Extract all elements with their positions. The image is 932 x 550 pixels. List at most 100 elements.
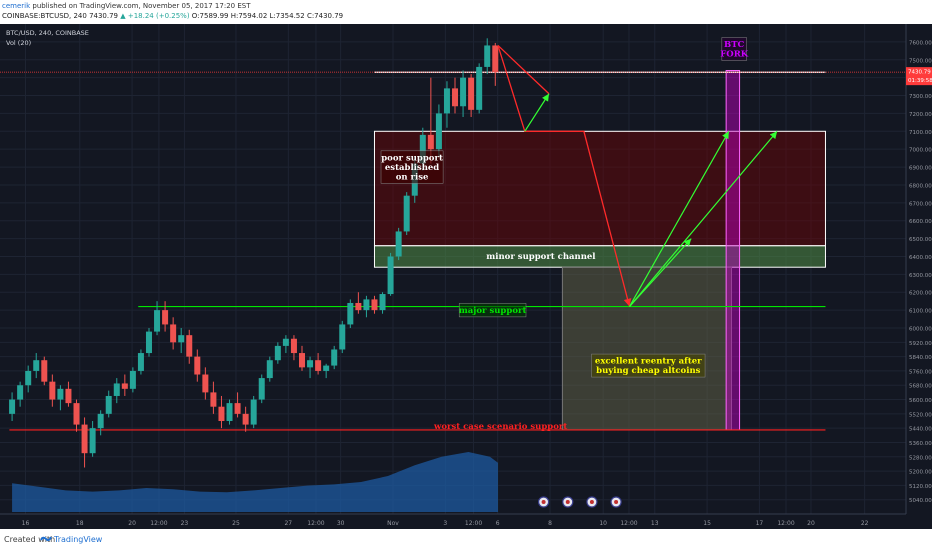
x-tick-label: 8 [548,520,552,527]
poor-support-label: on rise [396,172,429,182]
candle-body [129,370,136,389]
chart-title: BTC/USD, 240, COINBASE [6,29,89,37]
candle-body [121,383,128,389]
y-tick-label: 6000.00 [909,327,932,333]
y-tick-label: 7600.00 [909,40,932,46]
candle-body [331,349,338,366]
x-tick-label: 12:00 [307,520,324,527]
ohlc-text: O:7589.99 H:7594.02 L:7354.52 C:7430.79 [191,12,344,20]
reentry-label: buying cheap altcoins [596,366,700,376]
y-tick-label: 6100.00 [909,309,932,315]
candle-body [202,374,209,393]
candle-body [145,331,152,354]
poor-support-zone [373,130,826,247]
green-scenario-arrow [629,130,778,307]
candle-body [97,413,104,429]
y-tick-label: 5680.00 [909,384,932,390]
y-tick-label: 5040.00 [909,498,932,504]
candle-body [258,378,265,400]
x-tick-label: 12:00 [465,520,482,527]
poor-support-label: poor support [381,153,443,163]
candle-body [492,45,499,73]
candle-body [395,231,402,257]
x-tick-label: 12:00 [150,520,167,527]
candle-body [347,302,354,325]
candle-body [339,324,346,350]
btc-fork-label: FORK [720,50,749,60]
candle-body [49,381,56,400]
btc-fork-label-box [721,37,747,61]
candle-body [9,399,16,414]
y-tick-label: 6800.00 [909,183,932,189]
x-tick-label: 23 [181,520,189,527]
x-tick-label: 3 [443,520,447,527]
x-tick-label: 13 [651,520,659,527]
tradingview-logo-icon [40,536,52,542]
candle-body [234,403,241,414]
worst-case-label: worst case scenario support [433,422,567,432]
symbol-text: COINBASE:BTCUSD, 240 7430.79 [2,12,119,20]
volume-area [12,452,498,512]
candle-body [371,299,378,311]
candle-body [178,335,185,343]
y-tick-label: 5200.00 [909,470,932,476]
candle-body [419,134,426,164]
symbol-line: COINBASE:BTCUSD, 240 7430.79 ▲ +18.24 (+… [2,12,343,21]
btc-fork-label: BTC [724,40,745,50]
y-tick-label: 7300.00 [909,94,932,100]
candle-body [452,88,459,107]
y-tick-label: 7100.00 [909,130,932,136]
candle-body [307,360,314,368]
y-tick-label: 5840.00 [909,355,932,361]
candle-body [250,399,257,425]
x-tick-label: 6 [496,520,500,527]
poor-support-label: established [385,163,439,173]
candle-body [73,403,80,425]
event-icon-dot [565,500,570,504]
x-tick-label: 25 [232,520,240,527]
candle-body [274,345,281,361]
candle-body [25,370,32,386]
poor-support-label-box [380,150,444,184]
x-tick-label: 16 [22,520,30,527]
author-link[interactable]: cemerik [2,2,31,10]
btc-fork-zone [725,69,741,431]
candle-body [299,353,305,368]
candle-body [476,66,483,110]
red-scenario-path [497,45,632,307]
candle-body [266,360,273,379]
y-tick-label: 5440.00 [909,427,932,433]
major-support-label: major support [459,306,527,316]
footer: Created with TradingView [0,529,932,550]
x-tick-label: 20 [128,520,136,527]
candle-body [484,45,491,67]
major-support-label-box [458,303,527,318]
y-tick-label: 6400.00 [909,255,932,261]
publish-line: cemerik published on TradingView.com, No… [2,2,250,11]
minor-support-zone [373,245,826,268]
candle-body [435,113,442,150]
candle-body [81,424,88,454]
x-tick-label: 12:00 [620,520,637,527]
candle-body [113,383,120,396]
reentry-label-box [591,353,706,378]
y-tick-label: 5520.00 [909,412,932,418]
volume-label: Vol (20) [6,39,31,47]
green-scenario-arrow [524,93,550,132]
created-with-text: Created with [4,535,56,544]
candle-body [105,395,112,414]
x-tick-label: 10 [599,520,607,527]
event-icon-dot [589,500,594,504]
y-tick-label: 6900.00 [909,166,932,172]
candle-body [282,338,289,346]
x-tick-label: 30 [337,520,345,527]
candle-body [443,88,450,114]
x-tick-label: 12:00 [777,520,794,527]
candle-body [242,413,249,425]
tradingview-link[interactable]: TradingView [54,535,103,544]
y-tick-label: 6500.00 [909,237,932,243]
candle-body [162,310,169,325]
candle-body [323,365,330,371]
candle-body [89,428,96,454]
